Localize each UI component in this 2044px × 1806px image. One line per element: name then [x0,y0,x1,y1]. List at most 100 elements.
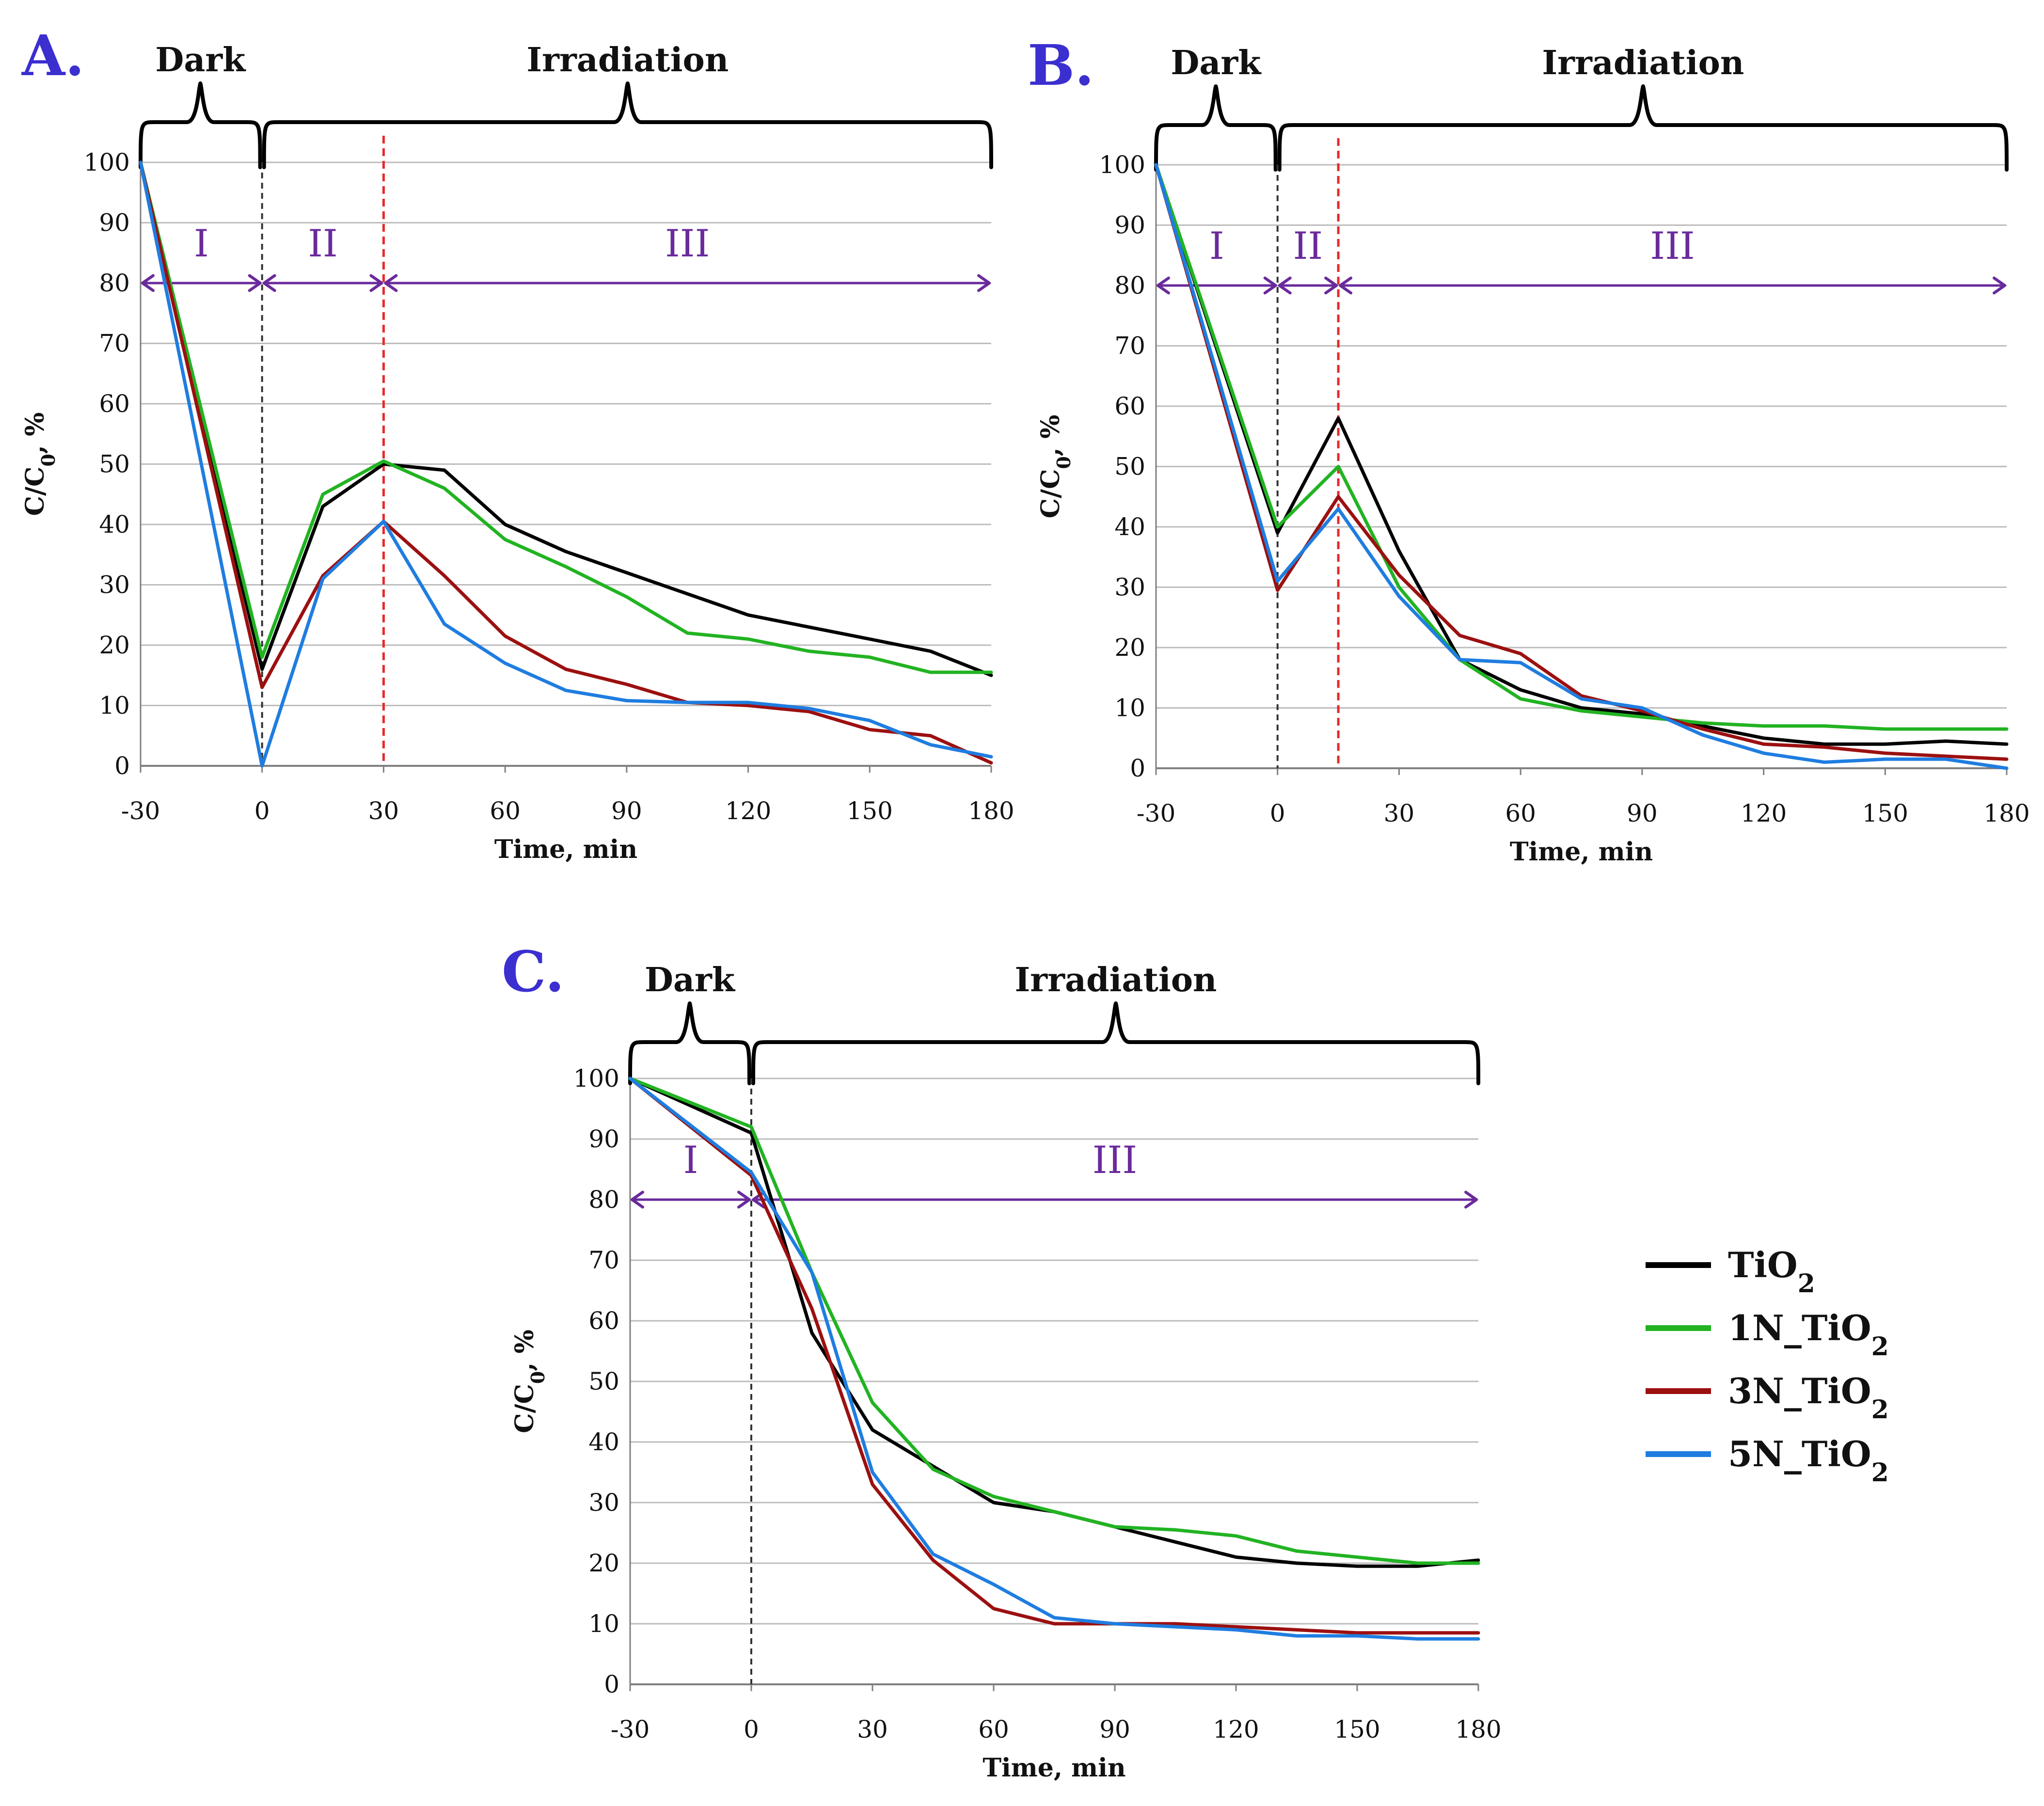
region-arrow-head-left [631,1190,644,1209]
chart-panel-a: 0 10 20 30 40 50 60 70 80 90 100 -30 0 30 60 90 120 150 18… [20,23,1014,864]
region-arrow-head-right [248,274,262,292]
x-tick-label: 180 [1983,799,2029,827]
region-arrow-head-left [1278,276,1292,295]
y-tick-label: 70 [588,1246,619,1274]
region-label: III [665,222,710,266]
series-line-1n_tio2 [139,160,993,674]
y-tick-label: 30 [99,571,130,599]
region-arrow-head-right [1324,276,1338,295]
series-line-tio2 [139,160,993,677]
phase-label: Dark [155,41,246,79]
phase-brace [628,1001,751,1085]
region-label: II [1293,224,1323,268]
x-tick-label: -30 [121,797,160,825]
region-label: III [1650,224,1695,268]
x-tick-label: 90 [1099,1715,1130,1743]
y-tick-label: 70 [99,330,130,358]
phase-brace [1277,84,2009,172]
y-axis-label: C/C0, % [510,1330,549,1433]
phase-brace [262,81,993,169]
x-axis-label: Time, min [982,1753,1125,1783]
series-line-3n_tio2 [139,160,993,765]
phase-label: Dark [645,961,736,999]
y-tick-label: 60 [99,390,130,418]
region-label: I [683,1139,698,1182]
y-tick-label: 50 [99,450,130,478]
y-tick-label: 80 [1114,271,1145,300]
x-tick-label: 90 [1627,799,1658,827]
x-tick-label: 0 [1270,799,1285,827]
region-arrow-head-right [1263,276,1277,295]
y-tick-label: 10 [99,692,130,720]
y-tick-label: 10 [588,1610,619,1638]
phase-label: Irradiation [1015,961,1217,999]
y-tick-label: 70 [1114,332,1145,360]
x-tick-label: 120 [725,797,771,825]
x-tick-label: 30 [1384,799,1415,827]
region-arrow-head-left [1339,276,1353,295]
y-tick-label: 20 [99,631,130,659]
region-arrow-head-left [262,274,276,292]
y-tick-label: 90 [588,1125,619,1153]
chart-panel-b: 0 10 20 30 40 50 60 70 80 90 100 -30 0 30 60 90 120 150 18… [1028,33,2030,867]
y-tick-label: 60 [588,1307,619,1335]
phase-brace [1154,84,1278,172]
series-line-1n_tio2 [628,1077,1480,1565]
y-tick-label: 50 [588,1367,619,1395]
y-tick-label: 10 [1114,694,1145,722]
y-tick-label: 30 [588,1489,619,1517]
phase-label: Dark [1171,44,1262,82]
chart-panel-c: 0 10 20 30 40 50 60 70 80 90 100 -30 0 30 60 90 120 150 18… [502,939,1502,1783]
y-tick-label: 40 [588,1428,619,1456]
y-tick-label: 20 [588,1549,619,1577]
region-arrow-head-right [369,274,383,292]
y-tick-label: 20 [1114,634,1145,662]
series-line-5n_tio2 [139,160,993,768]
region-arrow-head-left [384,274,398,292]
x-tick-label: 60 [978,1715,1009,1743]
panel-label: A. [21,23,84,89]
x-tick-label: 30 [857,1715,888,1743]
y-tick-label: 40 [99,510,130,539]
x-axis-label: Time, min [1510,837,1653,867]
x-tick-label: 180 [968,797,1014,825]
phase-label: Irradiation [1542,44,1744,82]
y-tick-label: 60 [1114,392,1145,420]
y-tick-label: 30 [1114,573,1145,602]
region-label: III [1093,1139,1137,1182]
series-line-1n_tio2 [1154,163,2009,731]
y-tick-label: 40 [1114,513,1145,541]
y-tick-label: 0 [604,1670,619,1698]
region-label: I [1209,224,1224,268]
x-tick-label: 150 [1862,799,1908,827]
series-line-tio2 [628,1077,1480,1568]
series-line-3n_tio2 [1154,163,2009,761]
y-axis-label: C/C0, % [1036,415,1075,519]
x-tick-label: 120 [1213,1715,1259,1743]
y-tick-label: 80 [99,269,130,297]
x-tick-label: -30 [611,1715,650,1743]
x-tick-label: 60 [1505,799,1536,827]
phase-label: Irradiation [526,41,729,79]
x-tick-label: 180 [1455,1715,1501,1743]
series-line-5n_tio2 [1154,163,2009,770]
phase-brace [139,81,262,169]
x-tick-label: 150 [847,797,893,825]
x-axis-label: Time, min [494,835,637,864]
y-tick-label: 100 [84,148,130,176]
region-arrow-head-right [1464,1190,1478,1209]
legend-entry-label: 5N_TiO2 [1728,1433,1889,1488]
legend: TiO2 1N_TiO2 3N_TiO2 5N_TiO2 [1646,1244,1889,1488]
x-tick-label: 120 [1741,799,1787,827]
phase-brace [751,1001,1480,1085]
panel-label: B. [1028,33,1094,98]
x-tick-label: 150 [1334,1715,1380,1743]
series-line-5n_tio2 [628,1077,1480,1641]
legend-entry-label: 1N_TiO2 [1728,1307,1889,1362]
x-tick-label: 60 [490,797,521,825]
region-label: I [194,222,209,266]
legend-entry-label: TiO2 [1728,1244,1815,1299]
x-tick-label: 0 [254,797,270,825]
x-tick-label: 0 [744,1715,759,1743]
y-tick-label: 90 [1114,211,1145,239]
